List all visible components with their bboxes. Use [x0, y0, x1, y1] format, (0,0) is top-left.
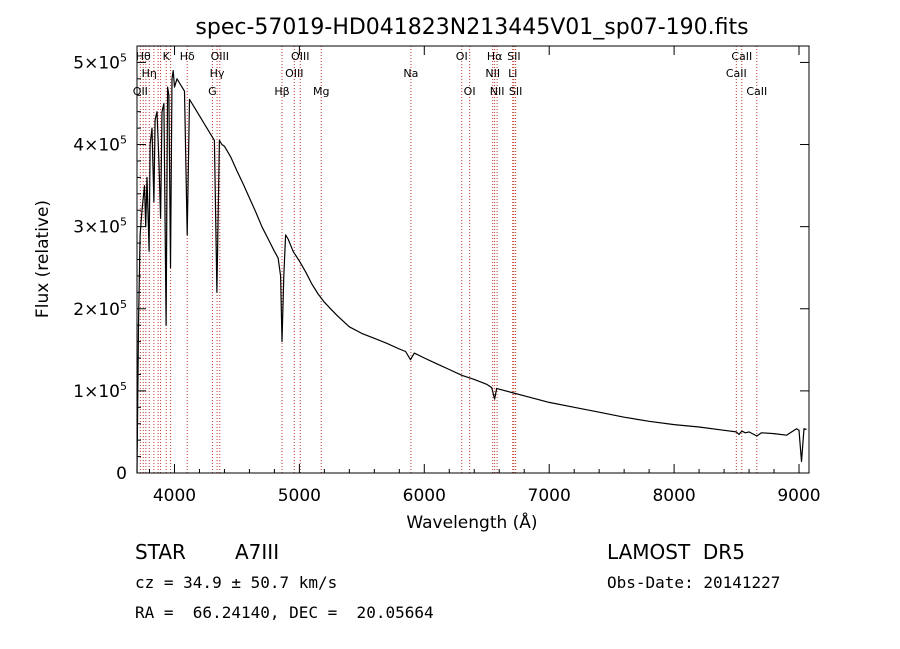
spectral-line-label: OIII: [211, 50, 229, 63]
spectral-line-label: OI: [456, 50, 468, 63]
y-tick-label: 5×105: [73, 51, 127, 73]
x-axis-label: Wavelength (Å): [406, 511, 537, 533]
spectral-line-label: Mg: [313, 85, 329, 98]
y-axis-label: Flux (relative): [33, 200, 53, 318]
y-tick-label: 1×105: [73, 380, 127, 402]
spectral-line-label: Hα: [487, 50, 503, 63]
x-axis-ticks: 4000 5000 6000 7000 8000 9000: [148, 46, 821, 506]
y-tick-label: 4×105: [73, 134, 127, 156]
object-class: STAR: [135, 540, 186, 564]
spectral-line-markers: [139, 46, 758, 473]
x-tick-label: 8000: [652, 486, 695, 506]
survey-release: LAMOST DR5: [607, 540, 745, 564]
x-tick-label: 7000: [528, 486, 571, 506]
spectral-line-label: NII: [490, 85, 505, 98]
spectral-subclass: A7III: [235, 540, 280, 564]
observation-date: Obs-Date: 20141227: [607, 573, 781, 592]
spectral-line-label: CaII: [746, 85, 767, 98]
y-tick-label: 2×105: [73, 298, 127, 320]
spectral-line-labels: OII Hθ Hη K Hδ G Hγ OIII Hβ OIII OIII Mg Na OI OI NII Hα…: [133, 50, 767, 98]
flux-series-line: [136, 70, 807, 474]
spectral-line-label: OIII: [285, 67, 303, 80]
x-tick-label: 5000: [278, 486, 321, 506]
spectral-line-label: Hδ: [180, 50, 195, 63]
spectral-line-label: NII: [485, 67, 500, 80]
coordinates: RA = 66.24140, DEC = 20.05664: [135, 603, 434, 622]
spectral-line-label: SII: [507, 50, 520, 63]
spectral-line-label: Hβ: [274, 85, 289, 98]
spectral-line-label: SII: [509, 85, 522, 98]
y-tick-label: 3×105: [73, 216, 127, 238]
y-tick-label: 0: [116, 464, 127, 484]
spectral-line-label: OI: [464, 85, 476, 98]
spectral-line-label: G: [208, 85, 217, 98]
y-axis-ticks: 0 1×105 2×105 3×105 4×105 5×105: [73, 51, 809, 484]
spectral-line-label: K: [163, 50, 171, 63]
plot-frame: [136, 45, 810, 474]
x-tick-label: 6000: [403, 486, 446, 506]
spectral-line-label: Hθ: [136, 50, 151, 63]
flux-series: [136, 70, 807, 474]
spectral-line-label: Na: [403, 67, 418, 80]
spectral-line-label: CaII: [726, 67, 747, 80]
spectral-line-label: Hη: [142, 67, 157, 80]
spectral-line-label: OIII: [291, 50, 309, 63]
spectral-line-label: Li: [508, 67, 517, 80]
x-tick-label: 4000: [153, 486, 196, 506]
spectral-line-label: Hγ: [210, 67, 225, 80]
chart-title: spec-57019-HD041823N213445V01_sp07-190.f…: [195, 15, 748, 40]
x-tick-label: 9000: [777, 486, 820, 506]
spectral-line-label: CaII: [731, 50, 752, 63]
redshift-velocity: cz = 34.9 ± 50.7 km/s: [135, 573, 338, 592]
spectral-line-label: OII: [133, 85, 148, 98]
